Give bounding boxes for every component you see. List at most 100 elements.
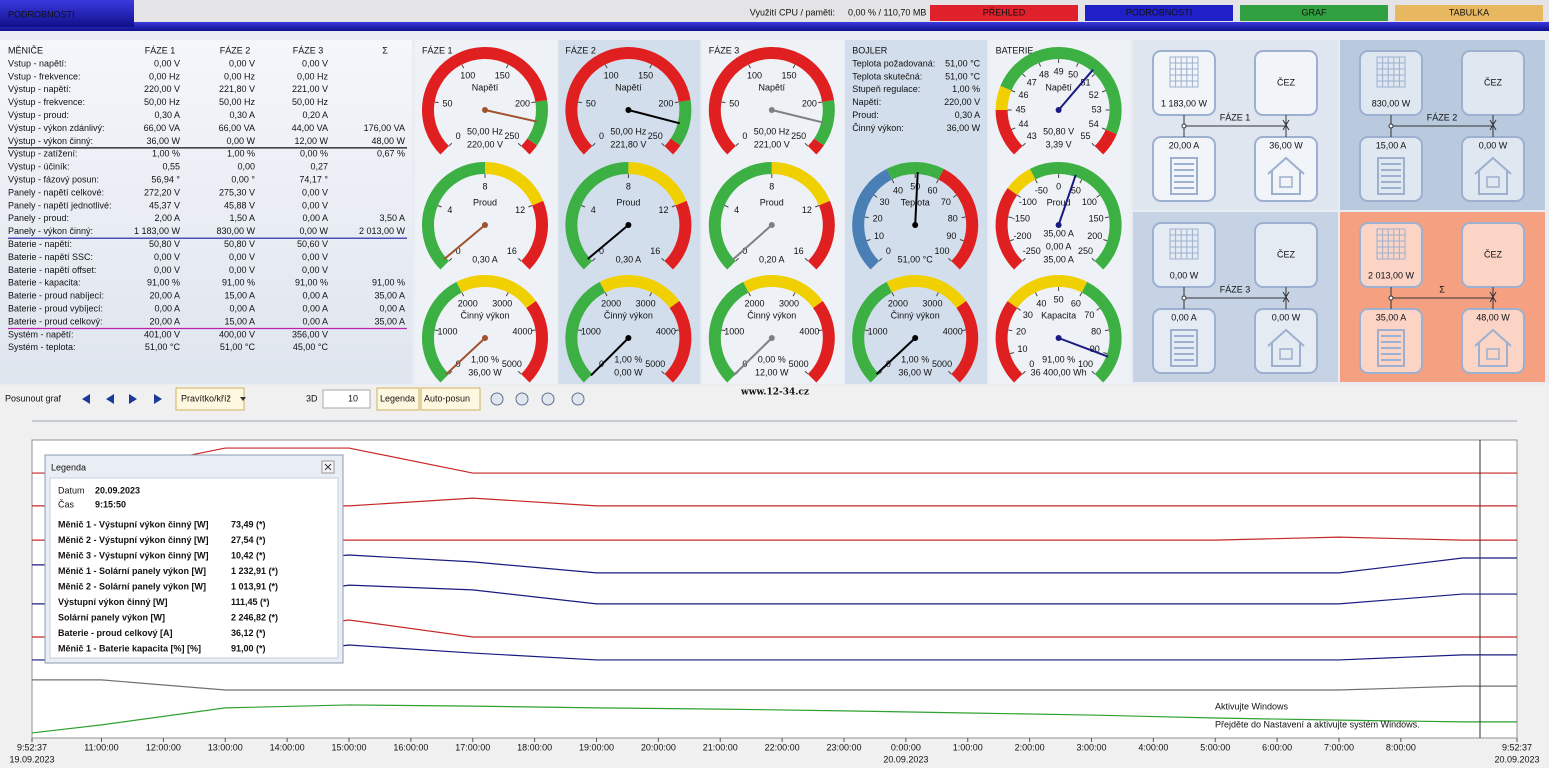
tab[interactable] [930, 5, 1078, 21]
gauge-tick-label: 0 [599, 131, 604, 141]
tab-label[interactable]: PŘEHLED [983, 7, 1026, 17]
tool-icon[interactable] [541, 392, 555, 406]
tool-icon[interactable] [571, 392, 585, 406]
grid-label: ČEZ [1484, 77, 1503, 87]
gauge-tick-label: 2000 [601, 299, 621, 309]
row-value: 3,50 A [379, 213, 405, 223]
row-value: 400,00 V [219, 329, 255, 339]
row-label: Panely - proud: [8, 213, 69, 223]
gauge-tick-label: 100 [1078, 359, 1093, 369]
row-value: 0,00 W [226, 136, 255, 146]
gauge-tick-label: 4 [591, 205, 596, 215]
row-value: 35,00 A [374, 316, 405, 326]
gauge-tick-label: 2000 [888, 299, 908, 309]
battery-value: 20,00 A [1169, 140, 1200, 150]
row-value: 66,00 VA [144, 123, 180, 133]
gauge-tick-label: 150 [1089, 213, 1104, 223]
gauge-tick-label: 100 [460, 71, 475, 81]
gauge-readout: 3,39 V [1046, 139, 1072, 149]
gauge-tick-label: 80 [1091, 326, 1101, 336]
gauge-tick-label: 0 [742, 131, 747, 141]
gauge-tick [1104, 329, 1110, 332]
auto-button-label[interactable]: Auto-posun [424, 393, 470, 403]
shift-button[interactable] [154, 394, 162, 404]
row-label: Baterie - kapacita: [8, 278, 81, 288]
gauge-tick [1101, 90, 1106, 93]
gauge-tick-label: 100 [747, 71, 762, 81]
row-value: 44,00 VA [292, 123, 328, 133]
legend-button[interactable] [376, 387, 420, 411]
tool-icon[interactable] [490, 392, 504, 406]
gauge-tick-label: -100 [1019, 197, 1037, 207]
gauge-tick [1008, 216, 1013, 219]
gauge-tick-label: 4 [734, 205, 739, 215]
gauge-column [988, 40, 1131, 384]
gauge-tick-label: 50 [442, 98, 452, 108]
x-tick-label: 23:00:00 [826, 742, 861, 752]
house-window [1279, 176, 1293, 188]
tool-icon[interactable] [515, 392, 529, 406]
row-label: Baterie - napětí offset: [8, 265, 96, 275]
mode-3d[interactable]: 3D [306, 393, 318, 403]
row-label: Baterie - proud vybíjecí: [8, 303, 103, 313]
gauge-band [599, 275, 680, 309]
gauge-tick [724, 205, 729, 208]
x-tick-label: 0:00:00 [891, 742, 921, 752]
auto-button[interactable] [420, 387, 481, 411]
windows-title: Aktivujte Windows [1215, 701, 1289, 711]
shift-button[interactable] [129, 394, 137, 404]
gauge-tick [748, 292, 751, 297]
gauge-band [1007, 275, 1088, 309]
legend-button-label[interactable]: Legenda [380, 393, 415, 403]
gauge-tick-label: 47 [1027, 78, 1037, 88]
gauge-hub [1055, 222, 1062, 228]
tab[interactable] [1240, 5, 1388, 21]
depth-box[interactable] [322, 389, 371, 409]
gauge-tick [952, 194, 957, 198]
gauge-hub [1055, 107, 1062, 113]
ruler-label[interactable]: Pravítko/kříž [181, 393, 232, 403]
gauge-tick [936, 292, 939, 297]
column-title: BATERIE [996, 45, 1034, 55]
row-value: 20,00 A [149, 291, 180, 301]
gauge-tick-label: 90 [1090, 344, 1100, 354]
tab[interactable] [1085, 5, 1233, 21]
shift-button[interactable] [82, 394, 90, 404]
gauge-tick-label: 70 [1084, 310, 1094, 320]
row-label: Baterie - napětí: [8, 239, 72, 249]
gauge-tick-label: 50 [1068, 69, 1078, 79]
gauge-band [1094, 129, 1117, 155]
depth-value[interactable]: 10 [348, 393, 358, 403]
row-value: 0,00 % [300, 149, 328, 159]
gauge-readout: 221,80 V [610, 139, 646, 149]
tab-label[interactable]: TABULKA [1449, 7, 1489, 17]
shift-button[interactable] [106, 394, 114, 404]
gauge-band [1007, 168, 1036, 196]
row-value: 0,30 A [229, 110, 255, 120]
gauge-tick [959, 239, 964, 242]
battery-icon [1170, 157, 1198, 195]
legend-value: 91,00 (*) [231, 643, 266, 653]
gauge-readout: 1,00 % [901, 354, 929, 364]
gauge-column [701, 40, 844, 384]
row-value: 0,00 A [379, 303, 405, 313]
column-title: FÁZE 1 [422, 45, 453, 55]
row-value: 50,00 Hz [144, 97, 181, 107]
tab-label[interactable]: PODROBNOSTI [1126, 7, 1193, 17]
gauge-tick [661, 370, 665, 375]
tab-label[interactable]: GRAF [1301, 7, 1327, 17]
gauge-readout: 50,00 Hz [754, 126, 791, 136]
gauge-tick [1011, 127, 1016, 130]
gauge-tick [1009, 239, 1015, 242]
gauge-tick-label: 0 [742, 246, 747, 256]
gauge-band [708, 281, 749, 383]
gauge-needle [914, 172, 919, 226]
x-tick-label: 18:00:00 [517, 742, 552, 752]
x-tick-label: 9:52:37 [1502, 742, 1532, 752]
tab[interactable] [1395, 5, 1543, 21]
legend-value: 1 013,91 (*) [231, 581, 278, 591]
gauge-tick [1035, 179, 1038, 184]
table-header: FÁZE 3 [293, 45, 324, 55]
dropdown[interactable] [240, 397, 246, 401]
gauge-needle [733, 337, 773, 376]
